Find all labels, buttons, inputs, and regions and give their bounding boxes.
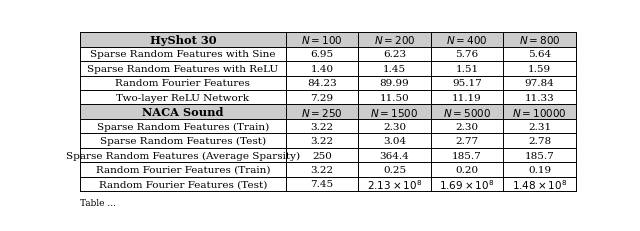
Text: 2.78: 2.78 — [528, 137, 551, 146]
Text: $N = 200$: $N = 200$ — [374, 34, 415, 46]
Text: 3.04: 3.04 — [383, 137, 406, 146]
Text: $N = 800$: $N = 800$ — [519, 34, 561, 46]
Text: Sparse Random Features (Average Sparsity): Sparse Random Features (Average Sparsity… — [66, 151, 300, 160]
Text: 5.76: 5.76 — [455, 50, 479, 59]
Text: HyShot 30: HyShot 30 — [150, 35, 216, 46]
Text: Sparse Random Features with ReLU: Sparse Random Features with ReLU — [87, 64, 278, 73]
Text: 2.77: 2.77 — [455, 137, 479, 146]
Text: 6.95: 6.95 — [310, 50, 333, 59]
Text: 2.30: 2.30 — [455, 122, 479, 131]
Text: $1.48 \times 10^8$: $1.48 \times 10^8$ — [512, 177, 567, 191]
Text: Sparse Random Features (Test): Sparse Random Features (Test) — [100, 137, 266, 146]
Bar — [80, 105, 576, 119]
Text: 0.20: 0.20 — [455, 165, 479, 174]
Text: 3.22: 3.22 — [310, 122, 333, 131]
Text: 1.51: 1.51 — [455, 64, 479, 73]
Text: 2.31: 2.31 — [528, 122, 551, 131]
Text: Two-layer ReLU Network: Two-layer ReLU Network — [116, 93, 250, 102]
Text: 2.30: 2.30 — [383, 122, 406, 131]
Text: 11.50: 11.50 — [380, 93, 410, 102]
Text: $N = 1500$: $N = 1500$ — [371, 106, 419, 118]
Bar — [80, 33, 576, 47]
Text: 84.23: 84.23 — [307, 79, 337, 88]
Text: 185.7: 185.7 — [452, 151, 482, 160]
Text: Sparse Random Features with Sine: Sparse Random Features with Sine — [90, 50, 276, 59]
Text: 5.64: 5.64 — [528, 50, 551, 59]
Text: 1.45: 1.45 — [383, 64, 406, 73]
Text: 7.29: 7.29 — [310, 93, 333, 102]
Text: Random Fourier Features (Test): Random Fourier Features (Test) — [99, 180, 267, 189]
Text: Random Fourier Features (Train): Random Fourier Features (Train) — [95, 165, 270, 174]
Text: $N = 250$: $N = 250$ — [301, 106, 343, 118]
Text: 1.59: 1.59 — [528, 64, 551, 73]
Text: 89.99: 89.99 — [380, 79, 410, 88]
Text: 95.17: 95.17 — [452, 79, 482, 88]
Text: $N = 10000$: $N = 10000$ — [512, 106, 567, 118]
Text: Sparse Random Features (Train): Sparse Random Features (Train) — [97, 122, 269, 131]
Text: Random Fourier Features: Random Fourier Features — [115, 79, 250, 88]
Text: $N = 100$: $N = 100$ — [301, 34, 343, 46]
Text: 0.25: 0.25 — [383, 165, 406, 174]
Text: 3.22: 3.22 — [310, 137, 333, 146]
Text: 3.22: 3.22 — [310, 165, 333, 174]
Text: $N = 400$: $N = 400$ — [446, 34, 488, 46]
Text: 185.7: 185.7 — [525, 151, 554, 160]
Text: Table ...: Table ... — [80, 198, 116, 207]
Text: 0.19: 0.19 — [528, 165, 551, 174]
Text: 7.45: 7.45 — [310, 180, 333, 189]
Text: 6.23: 6.23 — [383, 50, 406, 59]
Text: 364.4: 364.4 — [380, 151, 410, 160]
Text: 250: 250 — [312, 151, 332, 160]
Text: 11.33: 11.33 — [525, 93, 554, 102]
Text: $N = 5000$: $N = 5000$ — [443, 106, 491, 118]
Text: 97.84: 97.84 — [525, 79, 554, 88]
Text: $2.13 \times 10^8$: $2.13 \times 10^8$ — [367, 177, 422, 191]
Text: $1.69 \times 10^8$: $1.69 \times 10^8$ — [439, 177, 495, 191]
Text: 11.19: 11.19 — [452, 93, 482, 102]
Text: NACA Sound: NACA Sound — [142, 107, 223, 118]
Text: 1.40: 1.40 — [310, 64, 333, 73]
